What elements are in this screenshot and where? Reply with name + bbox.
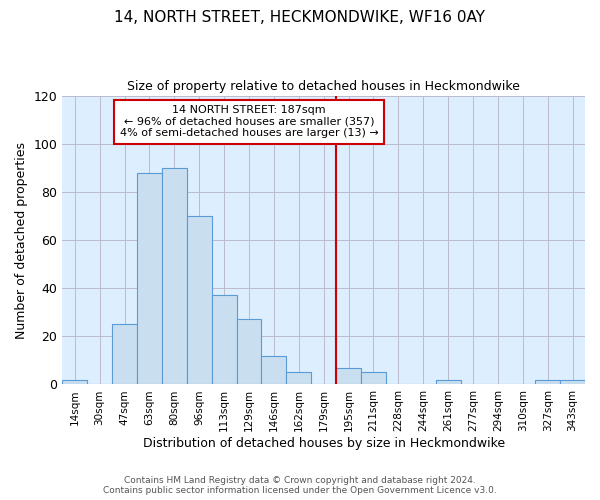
Text: Contains HM Land Registry data © Crown copyright and database right 2024.
Contai: Contains HM Land Registry data © Crown c… <box>103 476 497 495</box>
Bar <box>361 372 386 384</box>
Bar <box>62 380 87 384</box>
Bar <box>286 372 311 384</box>
Bar <box>336 368 361 384</box>
Bar <box>535 380 560 384</box>
Bar <box>560 380 585 384</box>
Y-axis label: Number of detached properties: Number of detached properties <box>15 142 28 338</box>
Bar <box>112 324 137 384</box>
Bar <box>262 356 286 384</box>
Bar <box>187 216 212 384</box>
X-axis label: Distribution of detached houses by size in Heckmondwike: Distribution of detached houses by size … <box>143 437 505 450</box>
Text: 14 NORTH STREET: 187sqm
← 96% of detached houses are smaller (357)
4% of semi-de: 14 NORTH STREET: 187sqm ← 96% of detache… <box>119 105 379 138</box>
Bar <box>162 168 187 384</box>
Text: 14, NORTH STREET, HECKMONDWIKE, WF16 0AY: 14, NORTH STREET, HECKMONDWIKE, WF16 0AY <box>115 10 485 25</box>
Bar <box>236 320 262 384</box>
Bar <box>137 172 162 384</box>
Bar <box>212 296 236 384</box>
Bar <box>436 380 461 384</box>
Title: Size of property relative to detached houses in Heckmondwike: Size of property relative to detached ho… <box>127 80 520 93</box>
